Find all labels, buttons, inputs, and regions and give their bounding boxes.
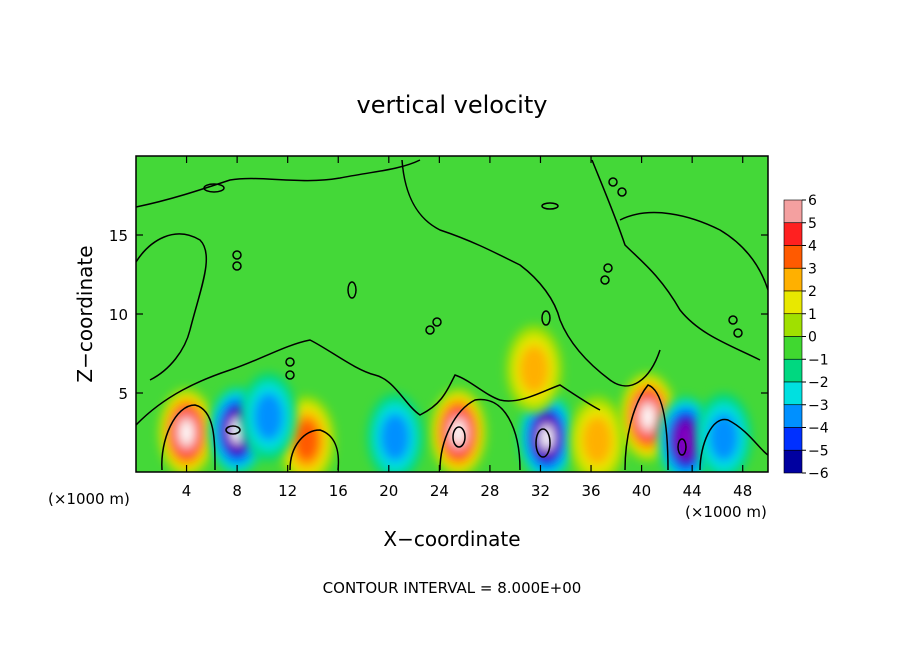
colorbar-label: −4 xyxy=(808,421,829,437)
contour-line xyxy=(591,159,761,361)
colorbar-swatch xyxy=(783,358,803,383)
contour-line xyxy=(161,404,216,471)
velocity-cell xyxy=(158,388,215,472)
colorbar-label: 4 xyxy=(808,239,817,255)
colorbar-swatch xyxy=(783,381,803,406)
contour-line xyxy=(432,317,442,327)
contour-line xyxy=(733,328,743,338)
plot-area xyxy=(135,155,769,473)
x-tick-label: 16 xyxy=(329,482,348,500)
colorbar-label: 2 xyxy=(808,284,817,300)
colorbar-label: −3 xyxy=(808,398,829,414)
colorbar-swatch xyxy=(783,267,803,292)
y-tick-label: 5 xyxy=(118,385,128,403)
velocity-field xyxy=(158,325,752,472)
colorbar-swatch xyxy=(783,199,803,224)
x-tick-label: 20 xyxy=(379,482,398,500)
colorbar-swatch xyxy=(783,290,803,315)
contour-line xyxy=(677,438,687,456)
colorbar-swatch xyxy=(783,222,803,246)
contour-line xyxy=(289,429,340,471)
contour-line xyxy=(617,187,627,197)
colorbar: 6 5 4 3 2 1 0 −1 −2 −3 −4 −5 −6 xyxy=(783,193,829,482)
contour-line xyxy=(608,177,618,187)
velocity-cell xyxy=(695,393,752,472)
y-axis: 5 10 15 xyxy=(109,227,768,403)
x-tick-label: 28 xyxy=(480,482,499,500)
contour-line xyxy=(225,425,241,435)
x-tick-label: 40 xyxy=(632,482,651,500)
colorbar-label: 6 xyxy=(808,193,817,209)
colorbar-swatch xyxy=(783,404,803,428)
chart-title: vertical velocity xyxy=(357,91,548,119)
contour-line xyxy=(541,310,551,326)
x-axis-label: X−coordinate xyxy=(383,527,520,551)
contour-line xyxy=(285,357,295,367)
colorbar-swatch xyxy=(783,336,803,360)
x-unit-right: (×1000 m) xyxy=(685,503,767,521)
contour-line xyxy=(439,398,521,471)
x-tick-label: 12 xyxy=(278,482,297,500)
colorbar-label: 3 xyxy=(808,261,817,277)
contour-line xyxy=(624,384,669,471)
colorbar-swatch xyxy=(783,245,803,269)
contour-line xyxy=(535,428,551,458)
colorbar-label: −6 xyxy=(808,466,829,482)
contour-line xyxy=(136,159,421,208)
contour-line xyxy=(619,211,768,291)
contour-line xyxy=(541,202,559,210)
contour-line xyxy=(728,315,738,325)
x-tick-label: 44 xyxy=(683,482,702,500)
contour-line xyxy=(232,261,242,271)
x-tick-label: 4 xyxy=(182,482,192,500)
x-unit-left: (×1000 m) xyxy=(48,490,130,508)
contour-interval-footer: CONTOUR INTERVAL = 8.000E+00 xyxy=(323,579,582,597)
contour-line xyxy=(600,275,610,285)
contour-line xyxy=(452,426,466,448)
y-tick-label: 15 xyxy=(109,227,128,245)
x-tick-label: 8 xyxy=(232,482,242,500)
colorbar-swatch xyxy=(783,427,803,451)
contour-line xyxy=(232,250,242,260)
colorbar-label: −5 xyxy=(808,443,829,459)
colorbar-label: 1 xyxy=(808,307,817,323)
x-tick-label: 24 xyxy=(430,482,449,500)
x-tick-label: 36 xyxy=(581,482,600,500)
y-tick-label: 10 xyxy=(109,306,128,324)
contour-line xyxy=(603,263,613,273)
contour-line xyxy=(136,233,208,381)
contour-line xyxy=(401,159,661,387)
x-tick-label: 48 xyxy=(733,482,752,500)
velocity-cell xyxy=(506,325,563,414)
contour-line xyxy=(347,281,357,299)
contour-lines xyxy=(136,159,768,471)
velocity-cell xyxy=(518,393,575,472)
colorbar-swatch xyxy=(783,313,803,337)
contour-line xyxy=(699,418,768,471)
x-axis: 4 8 12 16 20 24 28 32 36 40 44 48 xyxy=(182,156,752,500)
colorbar-label: 0 xyxy=(808,330,817,346)
x-tick-label: 32 xyxy=(531,482,550,500)
colorbar-swatch xyxy=(783,449,803,474)
contour-line xyxy=(285,370,295,380)
colorbar-label: −2 xyxy=(808,375,829,391)
contour-line xyxy=(203,183,225,193)
y-axis-label: Z−coordinate xyxy=(73,245,97,382)
velocity-cell xyxy=(569,396,626,472)
velocity-cell xyxy=(367,393,424,472)
velocity-cell xyxy=(240,372,297,461)
colorbar-label: 5 xyxy=(808,216,817,232)
contour-line xyxy=(136,339,601,426)
contour-line xyxy=(425,325,435,335)
colorbar-label: −1 xyxy=(808,352,829,368)
